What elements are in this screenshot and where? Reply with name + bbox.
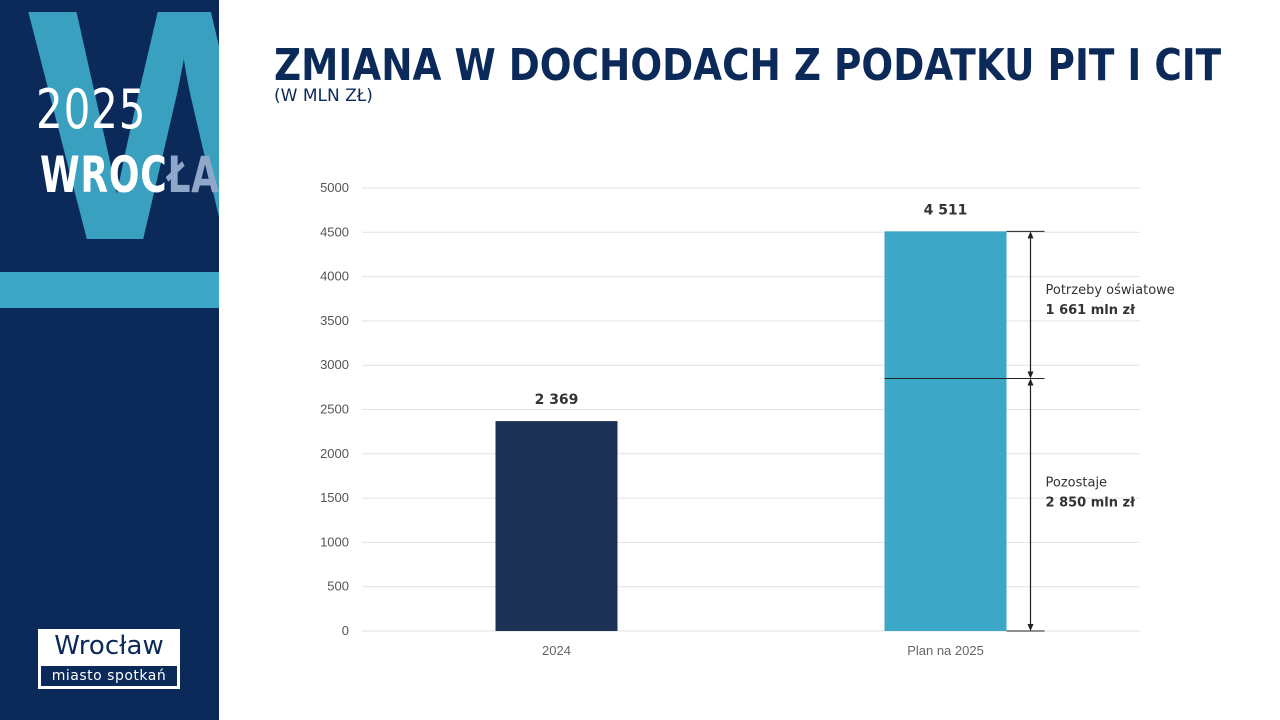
segment-label-lower: Pozostaje: [1046, 476, 1108, 491]
sidebar-band: [0, 272, 219, 308]
sidebar-year: 2025: [36, 78, 147, 141]
lower-arrow-head-down: [1027, 624, 1034, 631]
sidebar-city-faded: ŁAW: [167, 146, 219, 204]
y-tick-label: 3500: [320, 313, 349, 328]
lower-arrow-head-up: [1027, 378, 1034, 386]
x-category-label: 2024: [542, 643, 571, 658]
page-subtitle: (W MLN ZŁ): [274, 86, 373, 106]
y-tick-label: 500: [327, 579, 349, 594]
y-tick-label: 0: [342, 623, 349, 638]
sidebar-city-bright: WROC: [40, 146, 168, 204]
wroclaw-logo: Wrocław miasto spotkań: [37, 628, 181, 690]
bar-plan-na-2025: [884, 231, 1007, 632]
logo-main-text: Wrocław: [54, 631, 164, 661]
y-tick-label: 2000: [320, 446, 349, 461]
y-tick-label: 2500: [320, 402, 349, 417]
y-tick-label: 5000: [320, 180, 349, 195]
upper-arrow-head-up: [1027, 231, 1034, 239]
upper-arrow-head-down: [1027, 371, 1034, 379]
segment-amount-upper: 1 661 mln zł: [1046, 303, 1137, 318]
segment-amount-lower: 2 850 mln zł: [1046, 496, 1137, 511]
y-tick-label: 1500: [320, 490, 349, 505]
segment-label-upper: Potrzeby oświatowe: [1046, 283, 1175, 298]
y-tick-label: 3000: [320, 357, 349, 372]
x-category-label: Plan na 2025: [907, 643, 984, 658]
bar-2024: [495, 421, 618, 631]
y-tick-label: 4500: [320, 224, 349, 239]
page-title: ZMIANA W DOCHODACH Z PODATKU PIT I CIT: [274, 40, 1222, 91]
y-tick-label: 1000: [320, 534, 349, 549]
bar-value-label: 4 511: [924, 202, 968, 218]
bar-value-label: 2 369: [535, 392, 579, 408]
logo-sub-text: miasto spotkań: [41, 666, 177, 686]
sidebar-w-graphic: W: [28, 0, 219, 309]
y-tick-label: 4000: [320, 269, 349, 284]
